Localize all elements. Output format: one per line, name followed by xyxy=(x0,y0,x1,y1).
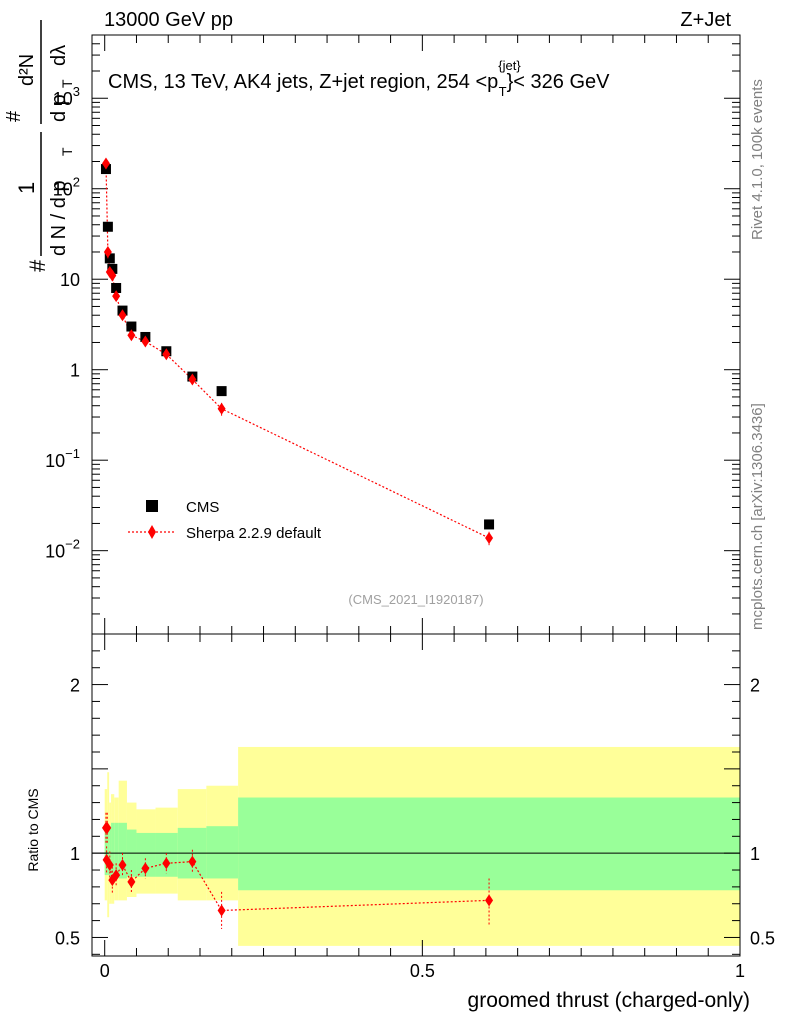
sherpa-point-10 xyxy=(217,402,226,415)
ratio-point-3 xyxy=(105,858,114,871)
ratio-point-11 xyxy=(217,904,226,917)
ratio-band-green-1 xyxy=(107,826,110,876)
sherpa-point-1 xyxy=(103,245,112,258)
main-y-tick-label-3: 10 xyxy=(60,270,80,290)
sherpa-point-9 xyxy=(188,373,197,386)
ratio-y-tick-label-2: 2 xyxy=(70,676,80,696)
header-left: 13000 GeV pp xyxy=(104,9,233,31)
ylabel-denominator: d N / d p xyxy=(48,180,70,256)
ratio-y-tick-label-right-1: 1 xyxy=(750,844,760,864)
sherpa-point-4 xyxy=(112,290,121,303)
x-tick-label-2: 1 xyxy=(735,961,745,981)
cms-point-4 xyxy=(111,282,122,293)
legend-sherpa-marker xyxy=(148,525,156,539)
sherpa-point-6 xyxy=(127,329,136,342)
ratio-band-green-0 xyxy=(104,826,108,876)
ratio-point-8 xyxy=(141,862,150,875)
ylabel-hash: # xyxy=(25,259,50,272)
main-y-tick-label-1: 10−1 xyxy=(45,446,80,471)
ratio-y-tick-label-right-0: 0.5 xyxy=(750,928,775,948)
ratio-point-6 xyxy=(118,858,127,871)
ylabel-dlambda: dλ xyxy=(48,45,70,66)
ylabel-d2n: d²N xyxy=(16,54,38,86)
ratio-y-tick-label-1: 1 xyxy=(70,844,80,864)
series xyxy=(100,157,495,930)
ratio-panel-content xyxy=(92,746,740,946)
ratio-y-tick-label-0: 0.5 xyxy=(55,928,80,948)
ratio-point-5 xyxy=(112,869,121,882)
ylabel-dpt-sub: T xyxy=(59,79,75,88)
header-right: Z+Jet xyxy=(680,9,731,31)
mcplots-label: mcplots.cern.ch [arXiv:1306.3436] xyxy=(749,403,766,630)
ratio-band-green-11 xyxy=(238,797,740,891)
cms-point-2 xyxy=(104,253,115,264)
legend-cms-marker xyxy=(146,500,158,512)
ratio-point-7 xyxy=(127,875,136,888)
main-y-tick-label-0: 10−2 xyxy=(45,537,80,562)
x-tick-label-0: 0 xyxy=(100,961,110,981)
cms-point-11 xyxy=(484,519,495,530)
sherpa-point-0 xyxy=(101,157,110,170)
analysis-watermark: (CMS_2021_I1920187) xyxy=(348,592,483,607)
main-panel-frame xyxy=(91,34,741,635)
sherpa-point-7 xyxy=(141,335,150,348)
ratio-point-1 xyxy=(103,821,112,834)
ylabel-sub-t: T xyxy=(59,147,75,156)
plot-title: CMS, 13 TeV, AK4 jets, Z+jet region, 254… xyxy=(108,58,610,99)
ratio-band-green-7 xyxy=(136,832,156,877)
ratio-band-green-5 xyxy=(118,822,127,879)
title-sup: {jet} xyxy=(498,58,521,73)
title-pre: CMS, 13 TeV, AK4 jets, Z+jet region, 254… xyxy=(108,71,498,93)
ylabel-one: 1 xyxy=(14,182,39,194)
ratio-band-green-3 xyxy=(111,822,115,877)
legend-sherpa-label: Sherpa 2.2.9 default xyxy=(186,525,322,542)
ratio-line xyxy=(106,859,490,912)
sherpa-point-8 xyxy=(162,348,171,361)
x-tick-label-1: 0.5 xyxy=(410,961,435,981)
legend: CMS Sherpa 2.2.9 default xyxy=(128,499,322,542)
sherpa-point-3 xyxy=(108,269,117,282)
sherpa-point-5 xyxy=(118,309,127,322)
main-y-tick-label-4: 102 xyxy=(53,175,80,200)
ratio-point-9 xyxy=(162,857,171,870)
ratio-ylabel: Ratio to CMS xyxy=(25,788,41,871)
x-axis-label: groomed thrust (charged-only) xyxy=(468,989,750,1012)
title-sub: T xyxy=(499,84,507,99)
cms-point-6 xyxy=(126,321,137,332)
sherpa-point-11 xyxy=(485,532,494,545)
main-y-tick-label-2: 1 xyxy=(70,361,80,381)
ratio-point-12 xyxy=(485,894,494,907)
rivet-label: Rivet 4.1.0, 100k events xyxy=(749,79,766,240)
title-post: }< 326 GeV xyxy=(507,71,611,93)
main-y-tick-label-5: 103 xyxy=(53,84,80,109)
ratio-band-green-4 xyxy=(114,822,119,877)
cms-point-3 xyxy=(107,263,118,274)
ylabel-num-hash: # xyxy=(3,110,25,122)
ratio-y-tick-label-right-2: 2 xyxy=(750,676,760,696)
ratio-panel-frame xyxy=(91,633,741,957)
main-ylabel: # 1 d N / d p T # d²N d p T dλ xyxy=(3,20,75,272)
cms-point-10 xyxy=(216,386,227,397)
legend-cms-label: CMS xyxy=(186,499,219,516)
ratio-band-green-10 xyxy=(206,826,239,879)
ratio-point-10 xyxy=(188,855,197,868)
ylabel-dpt: d p xyxy=(48,94,70,122)
cms-point-1 xyxy=(102,221,113,232)
